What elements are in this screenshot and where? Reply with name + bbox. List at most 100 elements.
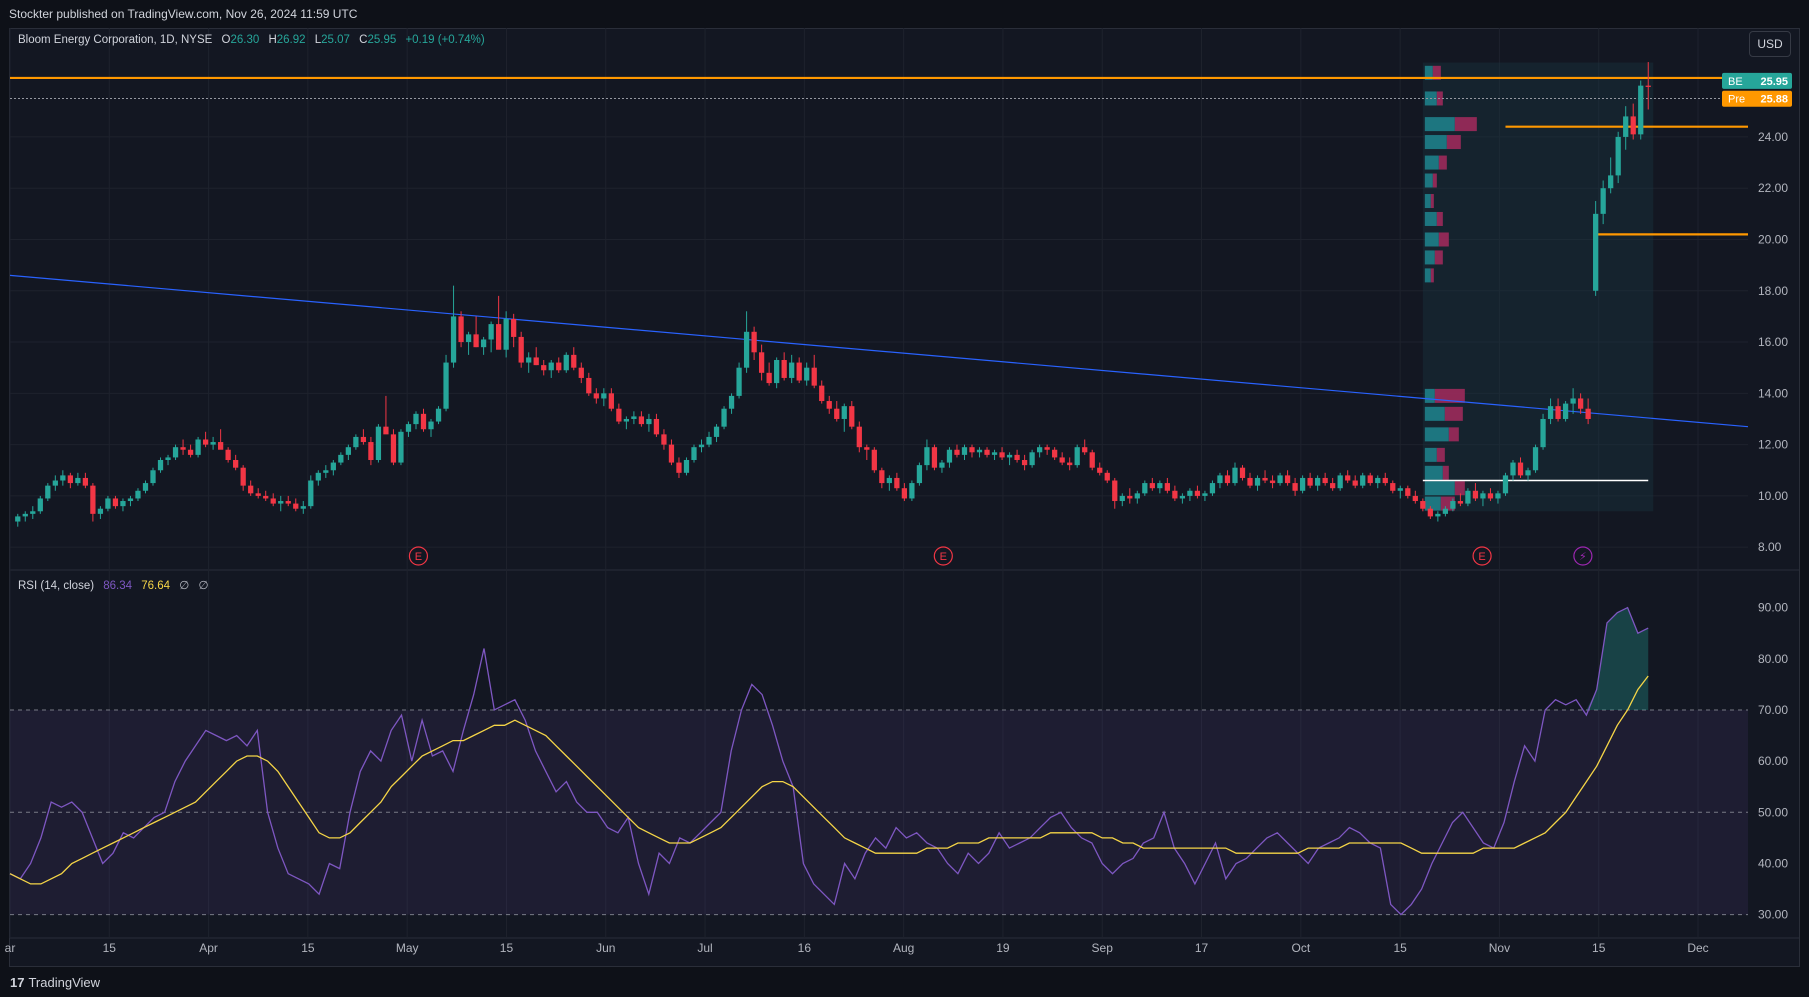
- candle-body: [1435, 513, 1441, 517]
- price-tick-label: 16.00: [1758, 335, 1788, 349]
- candle-body: [1480, 493, 1486, 499]
- candle-body: [22, 513, 28, 517]
- candle-body: [293, 503, 299, 509]
- candle-body: [1089, 452, 1095, 468]
- time-tick-label: 19: [996, 941, 1010, 955]
- candle-body: [1495, 493, 1501, 499]
- candle-body: [601, 393, 607, 399]
- volume-profile-bar-down: [1446, 135, 1461, 150]
- candle-body: [1044, 447, 1050, 450]
- time-tick-label: Sep: [1092, 941, 1114, 955]
- time-tick-label: 15: [301, 941, 315, 955]
- rsi-ma-value: 76.64: [141, 580, 171, 592]
- rsi-ma-line: [9, 675, 1649, 885]
- candle-body: [1164, 483, 1170, 491]
- volume-profile-bar-down: [1434, 388, 1465, 403]
- price-tick-label: 22.00: [1758, 181, 1788, 195]
- candle-body: [1360, 475, 1366, 486]
- candle-body: [1036, 447, 1043, 453]
- volume-profile-bar-down: [1442, 465, 1449, 480]
- candle-body: [1555, 406, 1561, 419]
- candle-body: [405, 424, 412, 432]
- time-tick-label: Nov: [1489, 941, 1510, 955]
- tradingview-brand[interactable]: 17 TradingView: [10, 975, 100, 990]
- candle-body: [1608, 175, 1614, 189]
- candle-body: [668, 444, 675, 463]
- time-tick-label: Jul: [697, 941, 712, 955]
- candle-body: [112, 498, 119, 507]
- rsi-empty-1: ∅: [179, 580, 190, 592]
- earnings-marker-icon: [408, 546, 429, 566]
- candle-body: [180, 447, 186, 450]
- candle-body: [1067, 462, 1073, 466]
- high-label: H: [268, 34, 277, 46]
- candle-body: [743, 331, 750, 368]
- candle-body: [826, 401, 832, 409]
- volume-profile-bar-down: [1432, 65, 1441, 80]
- candle-body: [1375, 477, 1381, 484]
- candle-body: [278, 501, 284, 504]
- candle-body: [353, 436, 359, 448]
- volume-profile-bar-down: [1454, 481, 1465, 496]
- candle-body: [1405, 488, 1411, 496]
- volume-profile-bar-up: [1424, 447, 1437, 462]
- candle-body: [1547, 406, 1554, 419]
- candle-body: [82, 477, 89, 486]
- candle-body: [1525, 470, 1531, 476]
- candle-body: [67, 475, 73, 484]
- candle-body: [653, 418, 660, 435]
- currency-button[interactable]: USD: [1749, 31, 1791, 57]
- symbol-legend: Bloom Energy Corporation, 1D, NYSE O26.3…: [18, 34, 485, 46]
- candle-body: [1029, 452, 1035, 466]
- candle-body: [766, 372, 772, 384]
- candle-body: [488, 324, 494, 340]
- candle-body: [924, 447, 930, 466]
- price-tick-label: 14.00: [1758, 386, 1788, 400]
- rsi-name[interactable]: RSI (14, close): [18, 580, 95, 592]
- candle-body: [593, 393, 599, 399]
- candle-body: [480, 339, 487, 348]
- candle-body: [774, 360, 780, 384]
- rsi-tick-label: 70.00: [1758, 703, 1788, 717]
- candle-body: [1420, 501, 1426, 509]
- volume-profile-bar-up: [1424, 268, 1431, 283]
- price-tick-label: 24.00: [1758, 130, 1788, 144]
- volume-profile-bar-down: [1444, 406, 1463, 421]
- candle-body: [886, 477, 892, 484]
- candle-body: [97, 508, 104, 514]
- candle-body: [1532, 447, 1539, 471]
- candle-body: [1284, 475, 1291, 484]
- candle-body: [248, 485, 254, 494]
- candle-body: [375, 426, 382, 460]
- candle-body: [315, 472, 321, 481]
- candle-body: [1367, 475, 1373, 484]
- candle-body: [864, 447, 870, 450]
- candle-body: [1600, 188, 1606, 214]
- volume-profile-bar-up: [1424, 481, 1455, 496]
- candle-body: [879, 470, 885, 484]
- candle-body: [1119, 495, 1125, 502]
- candle-body: [1472, 490, 1479, 499]
- volume-profile-bar-up: [1424, 155, 1439, 170]
- symbol-name[interactable]: Bloom Energy Corporation, 1D, NYSE: [18, 34, 213, 46]
- candle-body: [255, 493, 261, 496]
- marker-label: ⚡: [1579, 551, 1587, 563]
- candle-body: [1254, 477, 1261, 486]
- candle-body: [946, 449, 953, 463]
- volume-profile-bar-down: [1436, 447, 1445, 462]
- volume-profile-bar-down: [1432, 173, 1437, 188]
- time-tick-label: 15: [103, 941, 117, 955]
- rsi-band-fill: [10, 709, 1748, 915]
- candle-body: [172, 447, 179, 458]
- volume-profile-bar-down: [1430, 194, 1434, 209]
- candle-body: [496, 324, 502, 350]
- candle-body: [1352, 480, 1358, 486]
- candle-body: [383, 426, 389, 435]
- candle-body: [263, 495, 269, 499]
- time-tick-label: Jun: [596, 941, 615, 955]
- price-tag-value: 25.88: [1760, 94, 1788, 106]
- candle-body: [954, 449, 960, 455]
- candle-body: [999, 452, 1005, 458]
- time-tick-label: ar: [5, 941, 16, 955]
